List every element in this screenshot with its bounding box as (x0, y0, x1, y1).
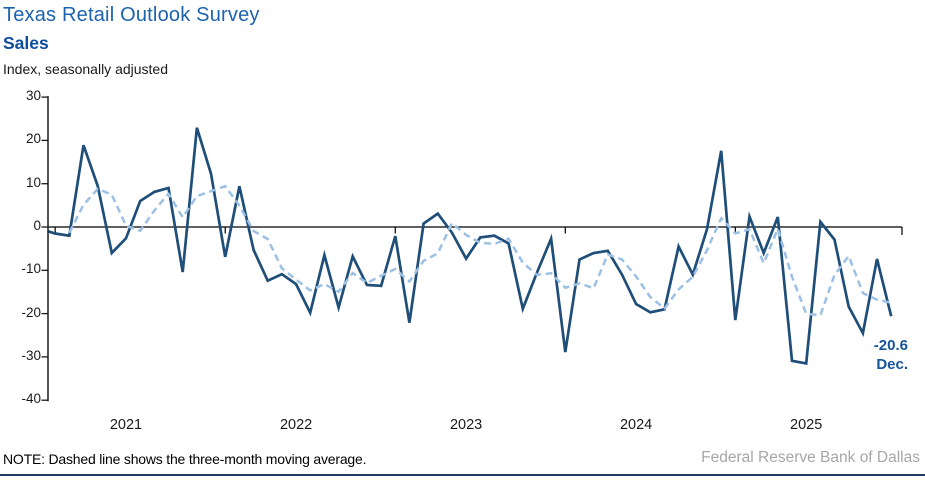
page-title: Texas Retail Outlook Survey (3, 4, 260, 26)
source-attribution: Federal Reserve Bank of Dallas (701, 449, 920, 466)
bottom-divider (0, 474, 925, 477)
last-value-label: -20.6 (873, 337, 908, 354)
last-value-annotation: -20.6 Dec. (874, 336, 908, 374)
footnote: NOTE: Dashed line shows the three-month … (3, 451, 367, 467)
chart-subtitle: Sales (3, 33, 49, 53)
last-period-label: Dec. (876, 356, 908, 373)
axis-units-label: Index, seasonally adjusted (3, 61, 168, 77)
